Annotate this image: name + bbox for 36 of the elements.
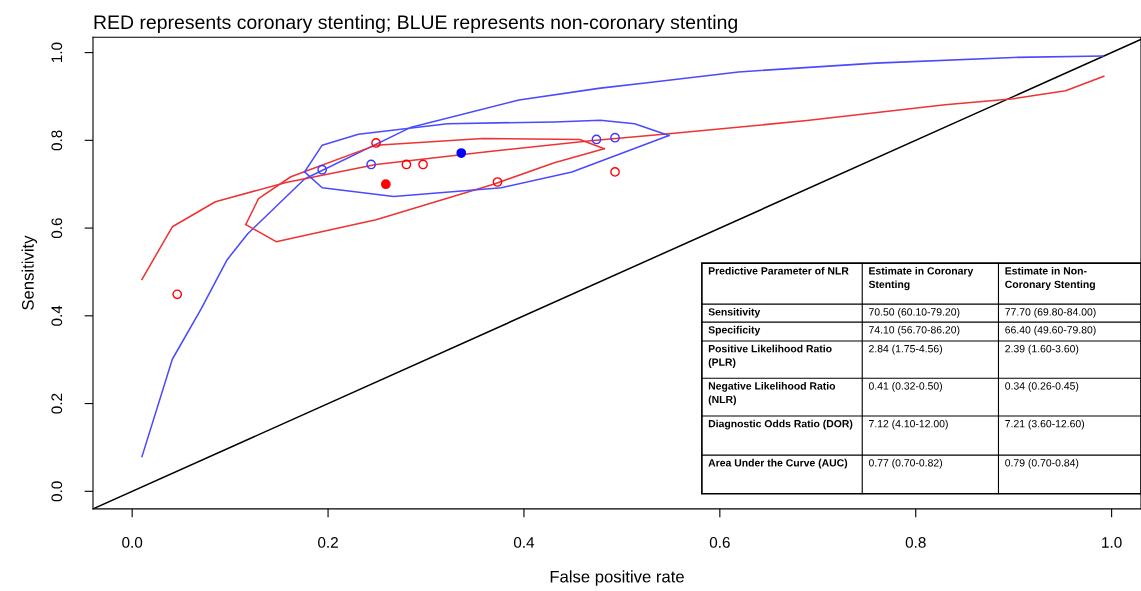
x-tick-label: 0.0 [122, 537, 143, 548]
x-tick-label: 1.0 [1102, 537, 1122, 548]
annotation: 0.34 (0.26-0.45) [1005, 381, 1079, 392]
annotation: 2.39 (1.60-3.60) [1005, 344, 1079, 355]
annotation: Sensitivity [708, 307, 761, 318]
x-axis-title: False positive rate [550, 570, 684, 586]
annotation: 77.70 (69.80-84.00) [1005, 307, 1096, 318]
y-tick-label: 0.8 [51, 130, 63, 151]
annotation: Specificity [708, 325, 761, 336]
y-tick-label: 1.0 [51, 42, 63, 63]
annotation: Diagnostic Odds Ratio (DOR) [708, 419, 853, 430]
chart-title: RED represents coronary stenting; BLUE represents non-coronary stenting [94, 14, 737, 33]
y-tick-label: 0.6 [51, 218, 63, 239]
x-tick-label: 0.8 [905, 537, 926, 548]
annotation: 0.77 (0.70-0.82) [868, 458, 942, 469]
y-tick-label: 0.2 [51, 393, 63, 414]
annotation: 7.21 (3.60-12.60) [1005, 419, 1085, 430]
annotation: Estimate in Non- Coronary Stenting [1005, 266, 1095, 291]
annotation: Estimate in Coronary Stenting [868, 266, 974, 291]
y-axis-title: Sensitivity [21, 235, 38, 310]
annotation: 70.50 (60.10-79.20) [869, 307, 960, 318]
annotation: 0.41 (0.32-0.50) [868, 381, 942, 392]
annotation: 2.84 (1.75-4.56) [869, 344, 942, 355]
y-tick-label: 0.0 [51, 481, 63, 502]
x-tick-label: 0.4 [513, 537, 535, 548]
annotation: Area Under the Curve (AUC) [708, 458, 848, 469]
annotation: 74.10 (56.70-86.20) [869, 325, 960, 336]
annotation: Predictive Parameter of NLR [708, 266, 849, 275]
x-tick-label: 0.2 [318, 537, 338, 548]
annotation: 66.40 (49.60-79.80) [1005, 325, 1096, 336]
annotation: Negative Likelihood Ratio (NLR) [708, 381, 836, 406]
annotation: 0.79 (0.70-0.84) [1005, 458, 1079, 469]
annotation: 7.12 (4.10-12.00) [869, 419, 948, 430]
x-tick-label: 0.6 [709, 537, 730, 548]
annotation: Positive Likelihood Ratio (PLR) [708, 344, 832, 368]
y-tick-label: 0.4 [51, 305, 63, 326]
